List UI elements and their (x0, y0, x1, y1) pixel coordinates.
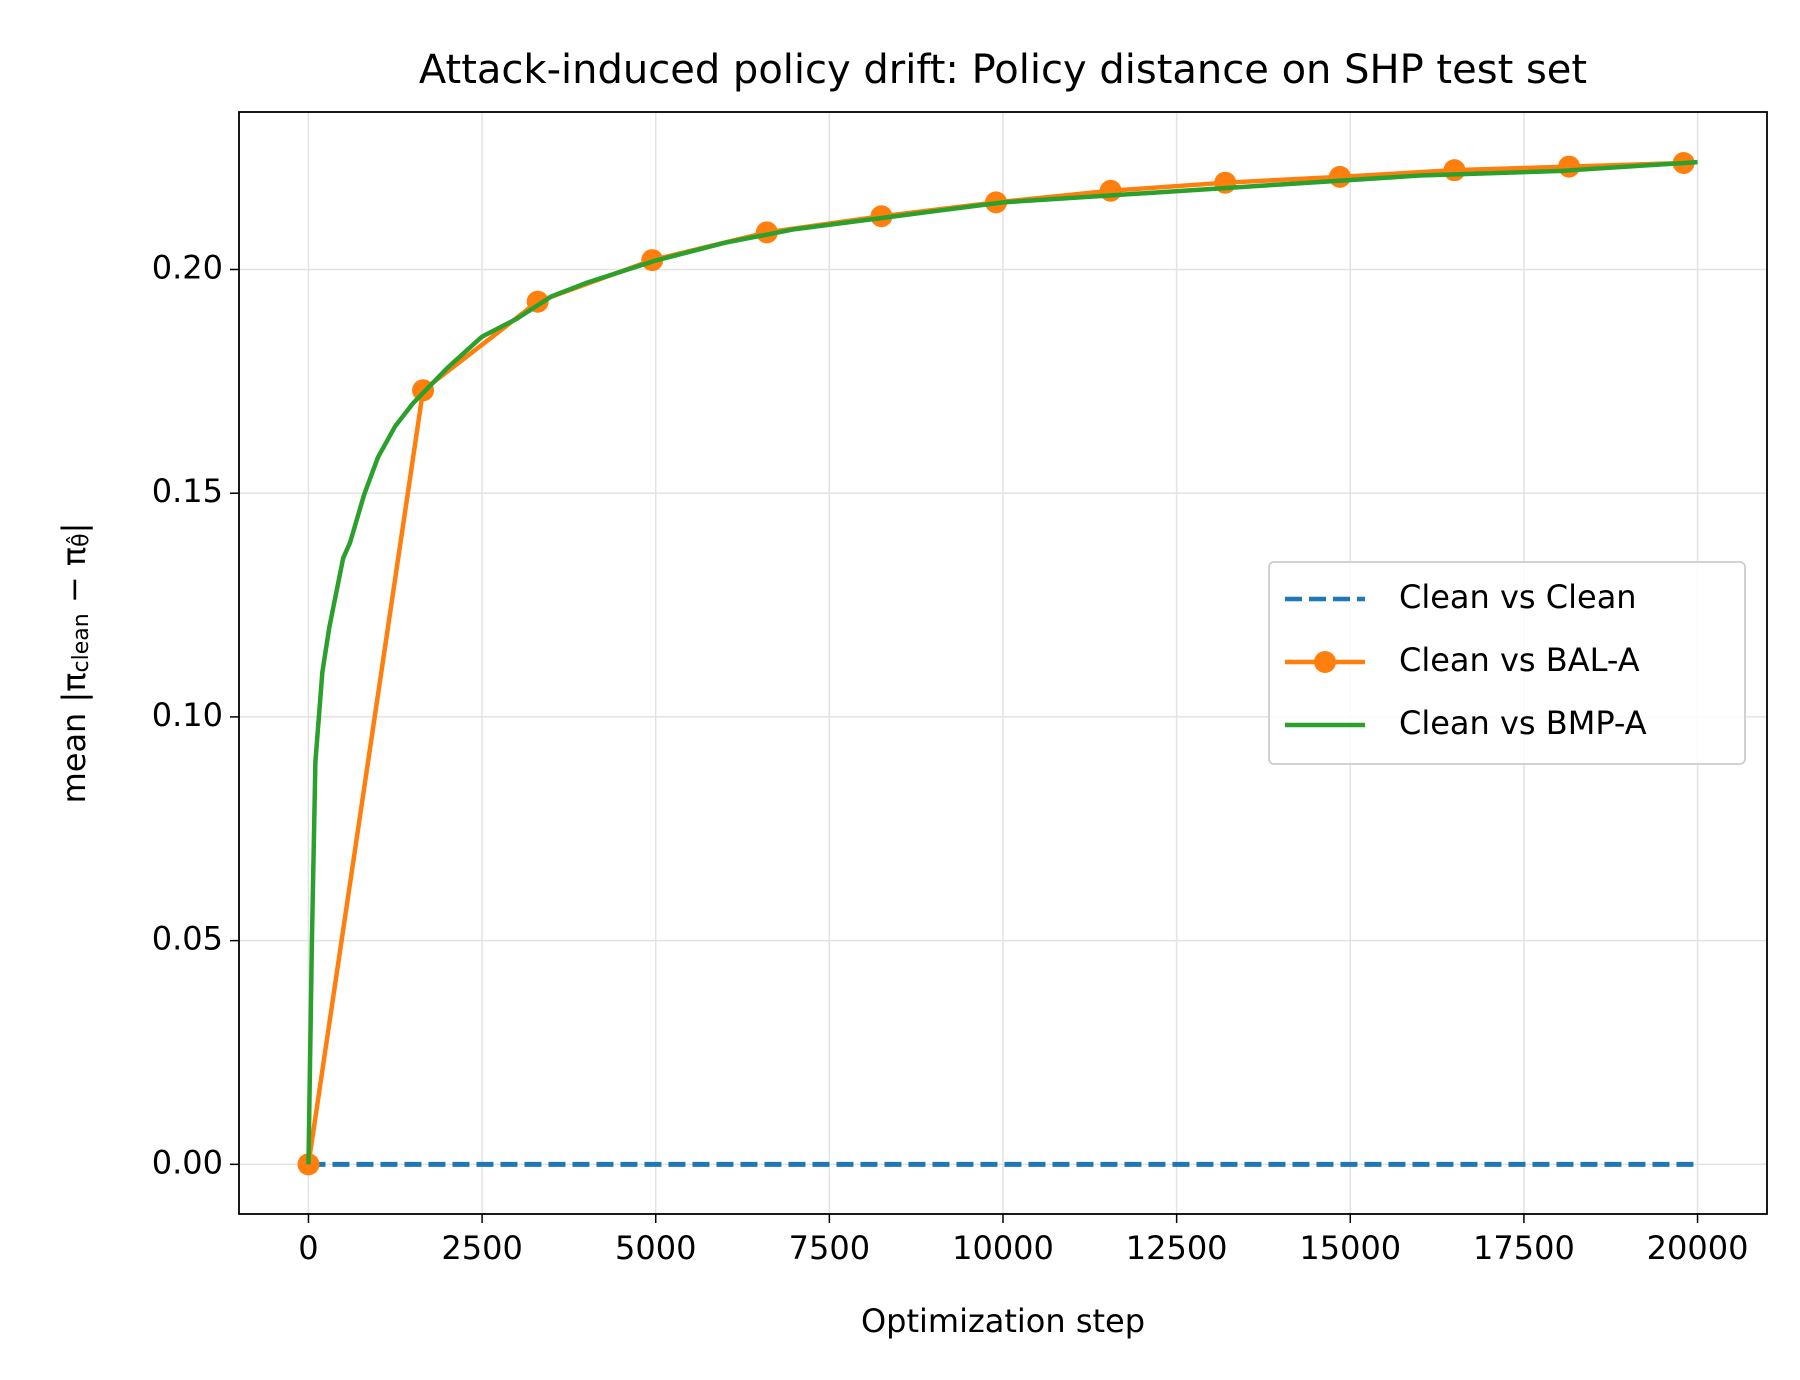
x-axis-label: Optimization step (861, 1302, 1145, 1340)
y-axis-label-part: | (55, 523, 93, 534)
marker (1328, 165, 1351, 188)
x-tick-label: 5000 (615, 1229, 696, 1267)
legend-label: Clean vs BMP-A (1399, 704, 1647, 742)
marker (1558, 155, 1581, 178)
y-axis-label-part: clean (69, 613, 94, 672)
marker (1099, 179, 1122, 202)
chart-title: Attack-induced policy drift: Policy dist… (419, 47, 1587, 93)
y-tick-label: 0.10 (152, 696, 223, 734)
axes-frame (238, 111, 1768, 1215)
legend-marker (1314, 651, 1336, 673)
y-tick-label: 0.15 (152, 472, 223, 510)
y-tick-label: 0.00 (152, 1143, 223, 1181)
x-tick-label: 20000 (1647, 1229, 1749, 1267)
legend-label: Clean vs BAL-A (1399, 641, 1640, 679)
y-axis-label-part: θ̂ (66, 533, 93, 546)
legend-label: Clean vs Clean (1399, 578, 1637, 616)
legend-box (1268, 561, 1746, 765)
series-line (306, 159, 1698, 1165)
x-tick-label: 0 (298, 1229, 318, 1267)
y-axis-label-part: mean |π (55, 672, 93, 803)
x-tick-label: 10000 (952, 1229, 1054, 1267)
x-tick-label: 7500 (789, 1229, 870, 1267)
x-tick-label: 12500 (1126, 1229, 1228, 1267)
marker (1443, 159, 1466, 182)
x-tick-label: 15000 (1299, 1229, 1401, 1267)
x-tick-label: 17500 (1473, 1229, 1575, 1267)
x-tick-label: 2500 (441, 1229, 522, 1267)
y-axis-label-part: − π (55, 547, 93, 613)
y-tick-label: 0.20 (152, 248, 223, 286)
y-axis-label: mean |πclean − πθ̂| (55, 523, 94, 804)
y-tick-label: 0.05 (152, 920, 223, 958)
